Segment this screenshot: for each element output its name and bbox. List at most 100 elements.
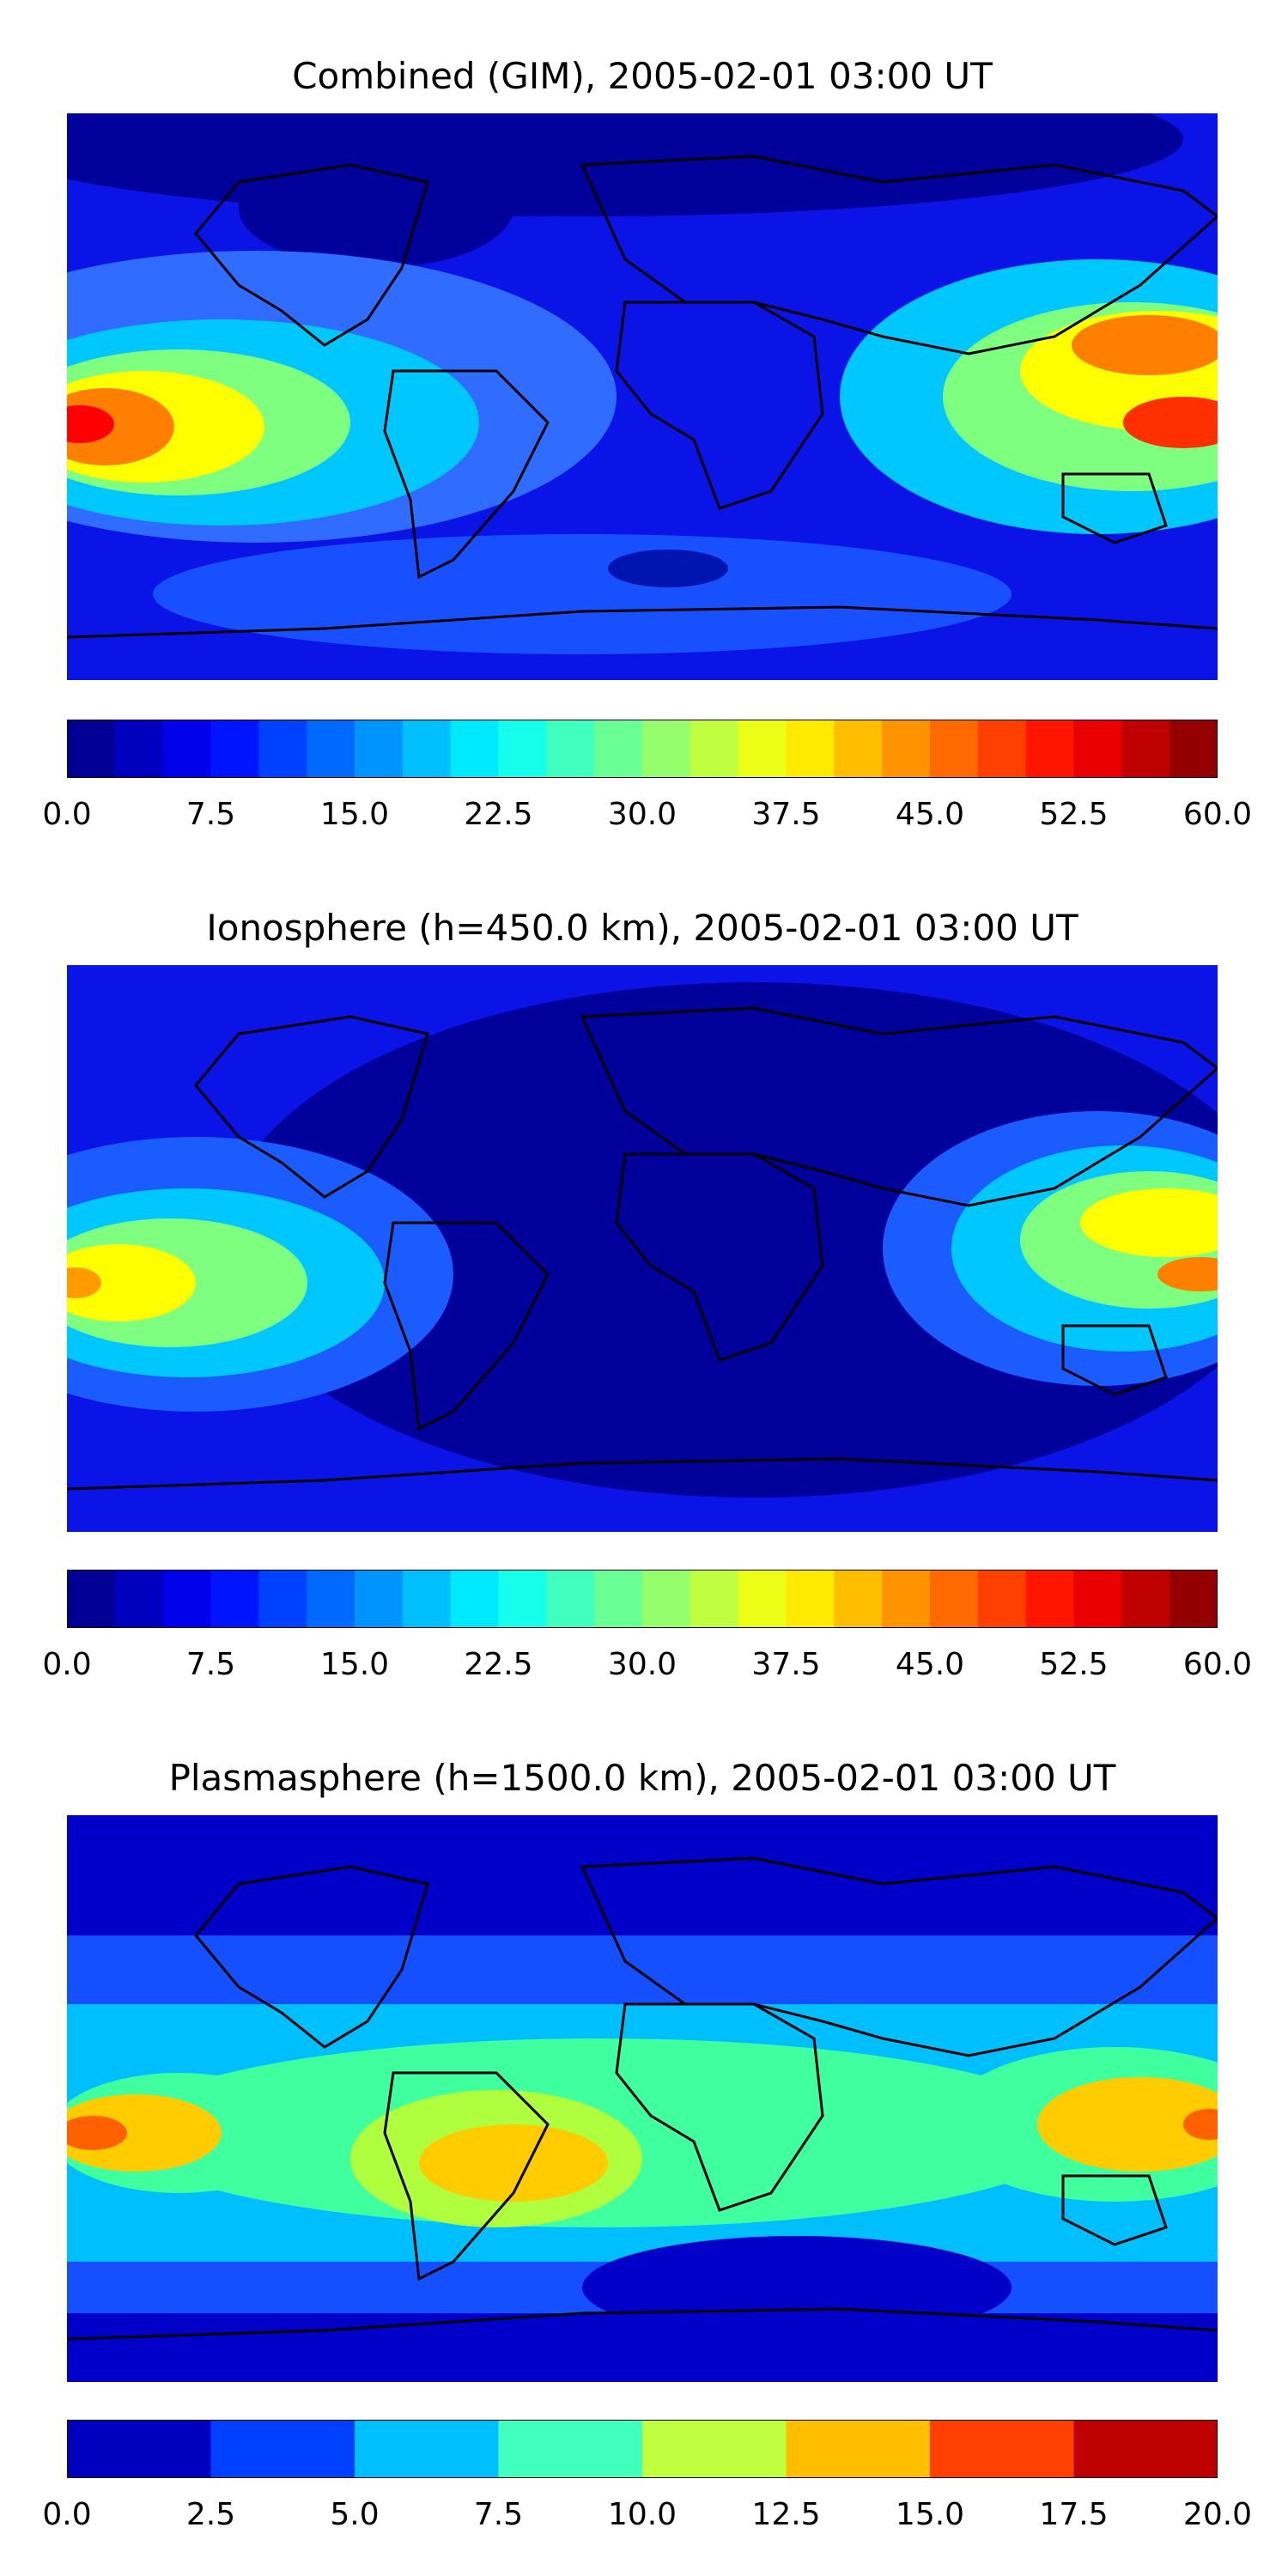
colorbar-swatch [882,720,931,778]
colorbar-swatch [738,720,787,778]
colorbar-swatch [498,720,547,778]
colorbar-tick-label: 20.0 [1182,2497,1253,2532]
colorbar-tick-label: 10.0 [607,2497,677,2532]
colorbar-tick-label: 2.5 [185,2497,236,2532]
colorbar-tick-label: 7.5 [185,797,236,832]
colorbar-tick-label: 15.0 [319,1647,390,1682]
colorbar-swatch [402,1570,452,1628]
colorbar-swatch [498,2420,643,2478]
colorbar-swatch [690,720,739,778]
coastlines [67,155,1218,639]
field-contours [67,1935,1218,2339]
colorbar-swatch [546,720,595,778]
colorbar-tick-label: 0.0 [42,797,92,832]
colorbar-tick-label: 7.5 [185,1647,236,1682]
colorbar-tick-label: 52.5 [1039,1647,1109,1682]
colorbar-swatch [1073,1570,1122,1628]
colorbar-tick-label: 17.5 [1039,2497,1109,2532]
coastlines [67,1856,1218,2341]
colorbar-swatch [1170,720,1218,778]
colorbar-tick-label: 60.0 [1182,797,1253,832]
colorbar-swatch [1073,720,1122,778]
colorbar-swatch [977,1570,1027,1628]
field-contours [67,113,1218,654]
panel-3-colorbar [67,2420,1218,2478]
colorbar-swatch [690,1570,739,1628]
panel-3-title: Plasmasphere (h=1500.0 km), 2005-02-01 0… [168,1757,1116,1799]
panel-2-colorbar-ticks: 0.0 7.5 15.0 22.5 30.0 37.5 45.0 52.5 60.0 [42,1647,1252,1685]
colorbar-swatch [1170,1570,1218,1628]
colorbar-tick-label: 30.0 [607,1647,677,1682]
colorbar-swatch [594,1570,643,1628]
panel-2-map [67,965,1218,1532]
colorbar-tick-label: 37.5 [751,797,821,832]
colorbar-swatch [162,720,212,778]
colorbar-swatch [355,1570,404,1628]
panel-1-title: Combined (GIM), 2005-02-01 03:00 UT [292,55,993,97]
colorbar-swatch [977,720,1027,778]
colorbar-swatch [258,1570,307,1628]
panel-2-colorbar [67,1570,1218,1628]
colorbar-tick-label: 45.0 [895,797,965,832]
colorbar-swatch [450,720,500,778]
colorbar-swatch [594,720,643,778]
colorbar-tick-label: 7.5 [473,2497,524,2532]
colorbar-tick-label: 45.0 [895,1647,965,1682]
colorbar-swatch [67,2420,212,2478]
panel-1-colorbar [67,720,1218,778]
colorbar-swatch [642,2420,787,2478]
colorbar-swatch [738,1570,787,1628]
colorbar-swatch [258,720,307,778]
colorbar-swatch [210,720,259,778]
colorbar-tick-label: 0.0 [42,1647,92,1682]
colorbar-swatch [1025,1570,1075,1628]
colorbar-tick-label: 22.5 [464,797,533,832]
colorbar-swatch [162,1570,212,1628]
colorbar-swatch [1121,720,1170,778]
colorbar-swatch [882,1570,931,1628]
colorbar-swatch [642,1570,691,1628]
colorbar-tick-label: 30.0 [607,797,677,832]
colorbar-swatch [402,720,452,778]
colorbar-swatch [786,2420,931,2478]
colorbar-swatch [307,1570,355,1628]
colorbar-swatch [67,1570,116,1628]
colorbar-tick-label: 15.0 [319,797,390,832]
colorbar-tick-label: 37.5 [751,1647,821,1682]
colorbar-swatch [355,2420,500,2478]
colorbar-swatch [114,720,164,778]
colorbar-swatch [642,720,691,778]
colorbar-swatch [114,1570,164,1628]
colorbar-tick-label: 15.0 [895,2497,965,2532]
colorbar-swatch [930,1570,979,1628]
colorbar-swatch [498,1570,547,1628]
colorbar-swatch [834,720,883,778]
panel-3-map [67,1815,1218,2382]
colorbar-swatch [1073,2420,1218,2478]
colorbar-swatch [355,720,404,778]
colorbar-swatch [210,2420,355,2478]
panel-1-colorbar-ticks: 0.0 7.5 15.0 22.5 30.0 37.5 45.0 52.5 60.0 [42,797,1252,835]
colorbar-swatch [930,720,979,778]
colorbar-swatch [546,1570,595,1628]
colorbar-swatch [834,1570,883,1628]
colorbar-swatch [1121,1570,1170,1628]
colorbar-swatch [786,720,835,778]
colorbar-swatch [930,2420,1075,2478]
field-contours [67,982,1218,1498]
colorbar-swatch [1025,720,1075,778]
panel-1-map [67,113,1218,680]
colorbar-tick-label: 52.5 [1039,797,1109,832]
colorbar-swatch [67,720,116,778]
panel-2-title: Ionosphere (h=450.0 km), 2005-02-01 03:0… [206,907,1078,949]
colorbar-tick-label: 5.0 [330,2497,380,2532]
colorbar-tick-label: 12.5 [751,2497,821,2532]
colorbar-tick-label: 22.5 [464,1647,533,1682]
panel-3-colorbar-ticks: 0.0 2.5 5.0 7.5 10.0 12.5 15.0 17.5 20.0 [42,2497,1252,2535]
colorbar-swatch [450,1570,500,1628]
colorbar-swatch [786,1570,835,1628]
coastlines [67,1006,1218,1491]
colorbar-tick-label: 0.0 [42,2497,92,2532]
colorbar-swatch [307,720,355,778]
colorbar-tick-label: 60.0 [1182,1647,1253,1682]
